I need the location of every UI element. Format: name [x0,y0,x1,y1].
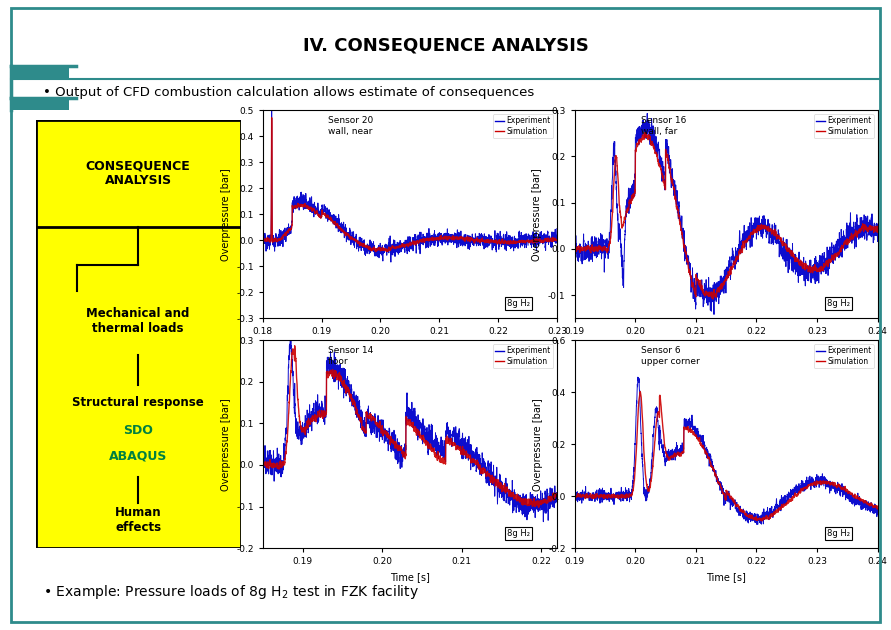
X-axis label: Time [s]: Time [s] [707,571,746,581]
X-axis label: Time [s]: Time [s] [390,341,429,352]
Text: Mechanical and
thermal loads: Mechanical and thermal loads [86,307,190,335]
Text: Structural response: Structural response [72,396,204,409]
Legend: Experiment, Simulation: Experiment, Simulation [493,114,553,138]
Y-axis label: Overpressure [bar]: Overpressure [bar] [533,168,543,261]
Legend: Experiment, Simulation: Experiment, Simulation [813,344,874,368]
Legend: Experiment, Simulation: Experiment, Simulation [813,114,874,138]
Text: CONSEQUENCE
ANALYSIS: CONSEQUENCE ANALYSIS [86,159,191,187]
Y-axis label: Overpressure [bar]: Overpressure [bar] [533,398,543,491]
Text: 8g H₂: 8g H₂ [827,299,850,308]
Text: Sensor 6
upper corner: Sensor 6 upper corner [642,346,700,366]
Text: 8g H₂: 8g H₂ [827,529,850,538]
Text: Sensor 16
wall, far: Sensor 16 wall, far [642,117,687,136]
Y-axis label: Overpressure [bar]: Overpressure [bar] [221,168,231,261]
Text: • Example: Pressure loads of 8g H$_2$ test in FZK facility: • Example: Pressure loads of 8g H$_2$ te… [44,583,420,601]
Text: Human
effects: Human effects [115,507,161,534]
X-axis label: Time [s]: Time [s] [707,341,746,352]
Text: 8g H₂: 8g H₂ [507,299,530,308]
Bar [36,120,241,227]
X-axis label: Time [s]: Time [s] [390,571,429,581]
Text: ABAQUS: ABAQUS [109,449,168,462]
Text: SDO: SDO [123,424,153,437]
Text: • Output of CFD combustion calculation allows estimate of consequences: • Output of CFD combustion calculation a… [44,86,535,100]
Text: IV. CONSEQUENCE ANALYSIS: IV. CONSEQUENCE ANALYSIS [303,37,588,55]
Text: Sensor 14
floor: Sensor 14 floor [328,346,372,366]
Text: Sensor 20
wall, near: Sensor 20 wall, near [328,117,372,136]
Legend: Experiment, Simulation: Experiment, Simulation [493,344,553,368]
Y-axis label: Overpressure [bar]: Overpressure [bar] [221,398,231,491]
Text: 8g H₂: 8g H₂ [507,529,530,538]
